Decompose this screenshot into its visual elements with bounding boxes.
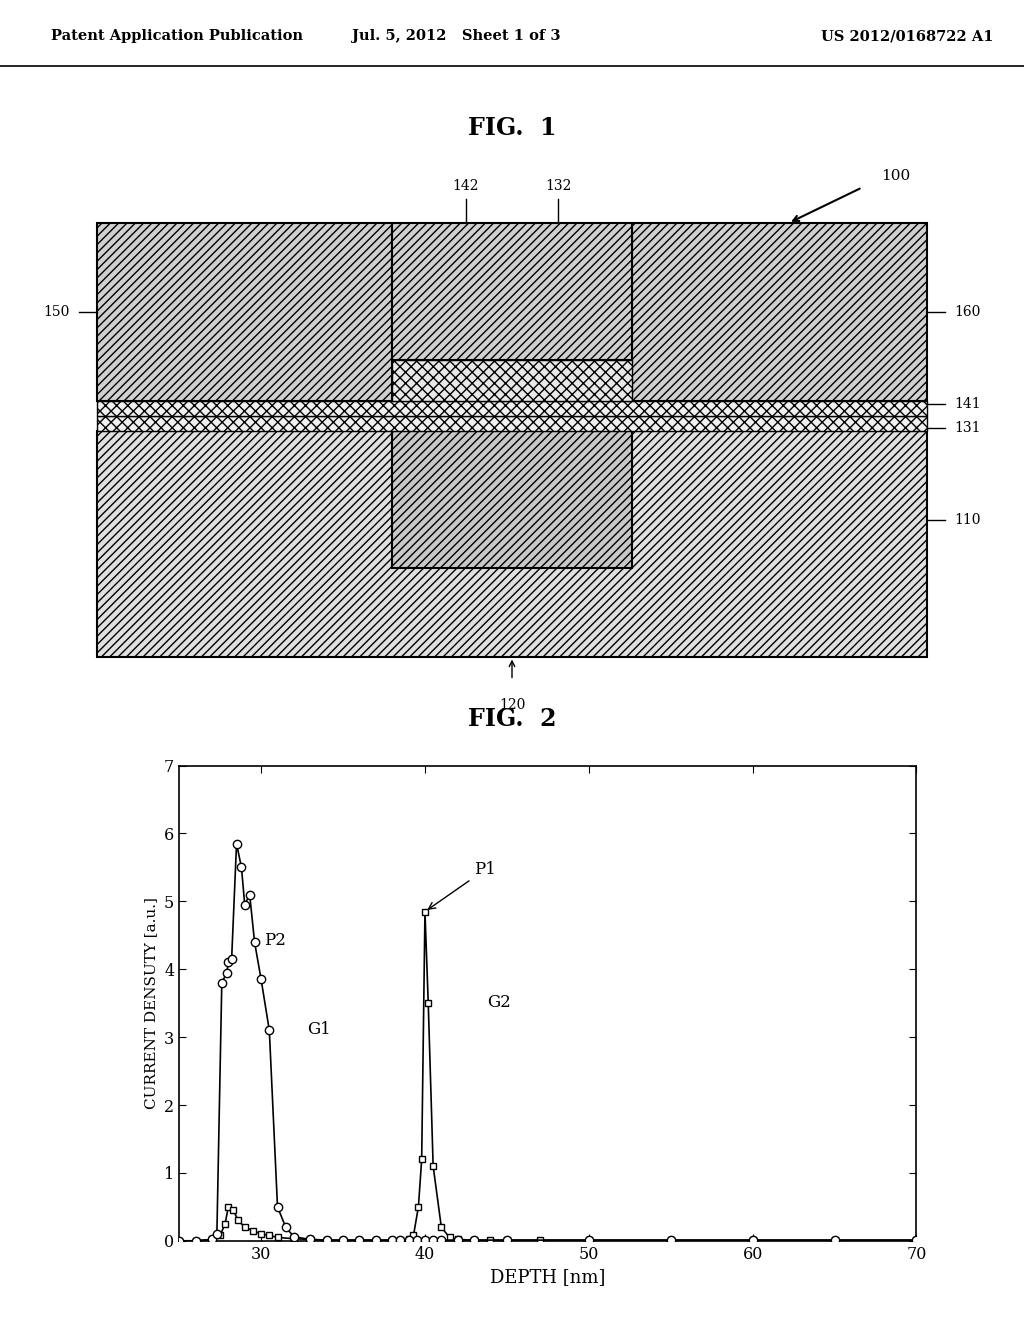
Text: 132: 132 bbox=[545, 180, 571, 194]
Bar bbox=[97, 401, 927, 416]
Text: P2: P2 bbox=[264, 932, 287, 949]
Text: 142: 142 bbox=[453, 180, 479, 194]
Text: G2: G2 bbox=[487, 994, 511, 1011]
Text: P1: P1 bbox=[428, 861, 496, 909]
Bar bbox=[392, 359, 632, 401]
Text: Patent Application Publication: Patent Application Publication bbox=[51, 29, 303, 44]
Text: 100: 100 bbox=[881, 169, 910, 182]
Text: 141: 141 bbox=[954, 397, 981, 412]
Bar bbox=[632, 223, 927, 401]
Text: 160: 160 bbox=[954, 305, 981, 319]
Text: 110: 110 bbox=[954, 513, 981, 527]
X-axis label: DEPTH [nm]: DEPTH [nm] bbox=[490, 1269, 605, 1286]
Bar bbox=[97, 430, 927, 656]
Text: 150: 150 bbox=[43, 305, 70, 319]
Text: US 2012/0168722 A1: US 2012/0168722 A1 bbox=[821, 29, 993, 44]
Text: 120: 120 bbox=[499, 698, 525, 713]
Text: G1: G1 bbox=[307, 1020, 331, 1038]
Text: FIG.  2: FIG. 2 bbox=[468, 708, 556, 731]
Bar bbox=[392, 223, 632, 360]
Text: Jul. 5, 2012   Sheet 1 of 3: Jul. 5, 2012 Sheet 1 of 3 bbox=[352, 29, 560, 44]
Text: 131: 131 bbox=[954, 421, 981, 436]
Y-axis label: CURRENT DENSUTY [a.u.]: CURRENT DENSUTY [a.u.] bbox=[144, 898, 159, 1109]
Text: FIG.  1: FIG. 1 bbox=[468, 116, 556, 140]
Bar bbox=[97, 416, 927, 430]
Bar bbox=[97, 223, 392, 401]
Bar bbox=[392, 430, 632, 568]
